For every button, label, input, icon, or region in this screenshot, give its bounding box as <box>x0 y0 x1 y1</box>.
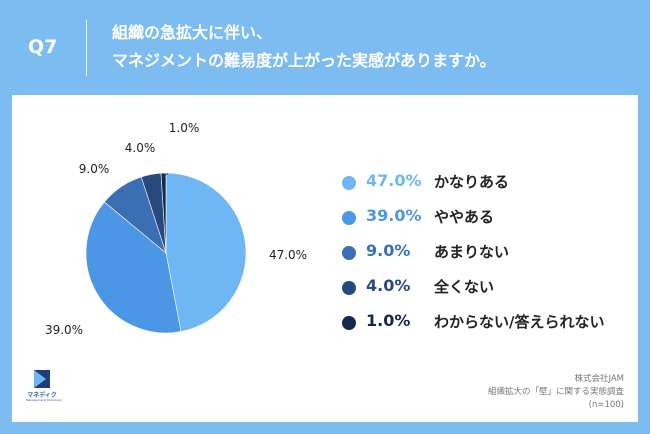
legend-item-5: 1.0% わからない/答えられない <box>342 307 632 342</box>
legend-item-4: 4.0% 全くない <box>342 272 632 307</box>
legend-value-3: 9.0% <box>366 241 411 260</box>
footer-survey: 組織拡大の「壁」に関する実態調査 <box>487 387 624 397</box>
question-text: 組織の急拡大に伴い、 マネジメントの難易度が上がった実感がありますか。 <box>112 19 496 75</box>
legend-swatch-4 <box>342 281 356 295</box>
leader-line-4 <box>151 177 163 180</box>
legend-item-1: 47.0% かなりある <box>342 167 632 202</box>
legend-swatch-2 <box>342 211 356 225</box>
source-footer: 株式会社JAM 組織拡大の「壁」に関する実態調査 (n=100) <box>488 373 624 412</box>
question-number: Q7 <box>28 36 58 58</box>
legend-swatch-3 <box>342 246 356 260</box>
leader-line-3 <box>121 189 124 194</box>
logo-name: マネディク <box>27 392 57 399</box>
brand-logo: マネディク Management Dictionary <box>24 368 84 410</box>
chart-legend: 47.0% かなりある 39.0% ややある 9.0% あまりない 4.0% 全くない 1.0%… <box>342 167 632 342</box>
legend-item-3: 9.0% あまりない <box>342 237 632 272</box>
leader-line-5 <box>163 172 169 178</box>
legend-label-3: あまりない <box>434 243 510 261</box>
legend-value-2: 39.0% <box>366 206 422 225</box>
footer-company: 株式会社JAM <box>574 374 624 384</box>
chart-card: 47.0% 39.0% 9.0% 4.0% 1.0% 47.0% かなりある 39.0% やや… <box>12 95 638 422</box>
question-header: Q7 組織の急拡大に伴い、 マネジメントの難易度が上がった実感がありますか。 <box>0 0 650 92</box>
pie-value-label-5: 1.0% <box>169 121 200 135</box>
pie-slice-5 <box>160 172 167 254</box>
legend-label-4: 全くない <box>434 278 495 296</box>
footer-sample: (n=100) <box>588 400 624 410</box>
legend-swatch-5 <box>342 316 356 330</box>
legend-value-1: 47.0% <box>366 171 422 190</box>
legend-label-2: ややある <box>434 208 495 226</box>
question-line-1: 組織の急拡大に伴い、 <box>112 23 273 42</box>
question-line-2: マネジメントの難易度が上がった実感がありますか。 <box>112 51 496 70</box>
pie-value-label-3: 9.0% <box>79 162 110 176</box>
legend-value-5: 1.0% <box>366 311 411 330</box>
legend-value-4: 4.0% <box>366 276 411 295</box>
pie-slice-1 <box>165 172 247 332</box>
pie-value-label-1: 47.0% <box>269 248 307 262</box>
legend-label-1: かなりある <box>434 173 510 191</box>
pie-chart: 47.0% 39.0% 9.0% 4.0% 1.0% <box>45 121 307 337</box>
logo-mark-icon <box>34 370 50 388</box>
pie-slice-2 <box>85 201 182 334</box>
header-divider <box>86 20 87 76</box>
pie-value-label-4: 4.0% <box>125 141 156 155</box>
pie-value-label-2: 39.0% <box>45 323 83 337</box>
legend-item-2: 39.0% ややある <box>342 202 632 237</box>
logo-subtitle: Management Dictionary <box>25 398 63 402</box>
legend-swatch-1 <box>342 176 356 190</box>
legend-label-5: わからない/答えられない <box>434 313 605 331</box>
